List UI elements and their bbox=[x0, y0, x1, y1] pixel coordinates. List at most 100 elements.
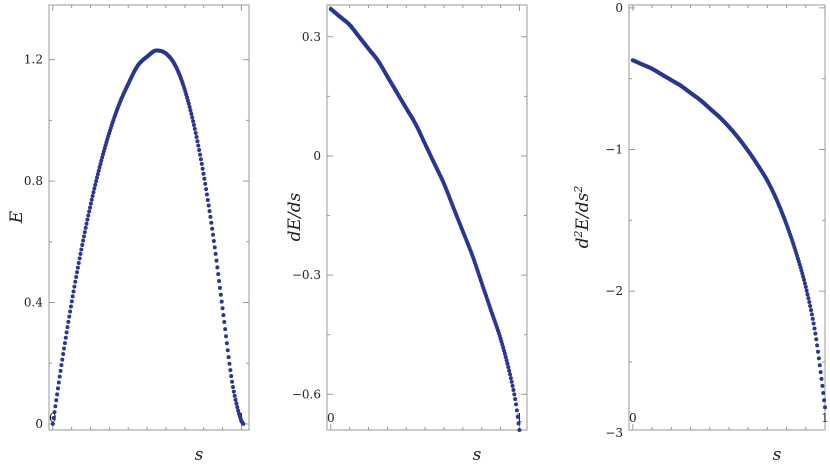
data-point bbox=[514, 408, 519, 413]
y-tick-label: 0 bbox=[615, 1, 623, 15]
data-point bbox=[233, 397, 238, 402]
data-point bbox=[241, 421, 246, 426]
data-point bbox=[214, 258, 219, 263]
data-point bbox=[75, 265, 80, 270]
data-point bbox=[94, 179, 99, 184]
data-point bbox=[818, 370, 823, 375]
data-point bbox=[804, 288, 809, 293]
data-point bbox=[56, 380, 61, 385]
data-point bbox=[803, 284, 808, 289]
data-point bbox=[55, 386, 60, 391]
data-point bbox=[100, 155, 105, 160]
data-point bbox=[505, 361, 510, 366]
y-tick-label: 0.3 bbox=[302, 30, 321, 44]
data-point bbox=[68, 309, 73, 314]
data-point bbox=[63, 335, 68, 340]
data-point bbox=[99, 158, 104, 163]
data-point bbox=[800, 271, 805, 276]
data-point bbox=[511, 387, 516, 392]
data-point bbox=[81, 234, 86, 239]
y-tick-label: −0.6 bbox=[292, 387, 321, 401]
data-point bbox=[809, 308, 814, 313]
data-point bbox=[512, 392, 517, 397]
data-point bbox=[515, 414, 520, 419]
data-point bbox=[195, 139, 200, 144]
data-point bbox=[807, 299, 812, 304]
data-point bbox=[61, 352, 66, 357]
y-axis-title: d2E/ds2 bbox=[572, 186, 594, 249]
x-tick-label: 1 bbox=[516, 411, 524, 425]
plot-frame bbox=[326, 4, 528, 431]
data-point bbox=[87, 209, 92, 214]
x-tick-label: 0 bbox=[327, 411, 335, 425]
data-point bbox=[84, 221, 89, 226]
data-point bbox=[83, 225, 88, 230]
data-point bbox=[64, 330, 69, 335]
data-point bbox=[204, 192, 209, 197]
data-point bbox=[219, 299, 224, 304]
data-point bbox=[211, 232, 216, 237]
data-point bbox=[811, 321, 816, 326]
data-point bbox=[231, 389, 236, 394]
data-point bbox=[51, 416, 56, 421]
data-point bbox=[205, 197, 210, 202]
data-point bbox=[812, 326, 817, 331]
data-point bbox=[93, 182, 98, 187]
data-point bbox=[802, 277, 807, 282]
data-point bbox=[201, 171, 206, 176]
y-tick-label: 1.2 bbox=[24, 53, 43, 67]
y-tick-label: −3 bbox=[605, 426, 623, 440]
data-point bbox=[80, 243, 85, 248]
data-point bbox=[52, 410, 57, 415]
data-point bbox=[236, 408, 241, 413]
data-point bbox=[823, 405, 827, 410]
y-axis-title: dE/ds bbox=[285, 192, 305, 241]
data-point bbox=[50, 421, 55, 426]
data-point bbox=[502, 351, 507, 356]
data-point bbox=[822, 398, 827, 403]
data-point bbox=[820, 383, 825, 388]
data-point bbox=[206, 203, 211, 208]
data-point bbox=[73, 279, 78, 284]
y-tick-label: 0 bbox=[313, 149, 321, 163]
data-point bbox=[801, 274, 806, 279]
data-point bbox=[500, 342, 505, 347]
data-point bbox=[816, 349, 821, 354]
x-tick-label: 1 bbox=[821, 411, 829, 425]
data-point bbox=[816, 356, 821, 361]
data-point bbox=[200, 166, 205, 171]
data-point bbox=[510, 383, 515, 388]
data-point bbox=[507, 368, 512, 373]
data-point bbox=[86, 213, 91, 218]
data-point bbox=[821, 391, 826, 396]
data-point bbox=[216, 272, 221, 277]
data-point bbox=[53, 404, 58, 409]
data-point bbox=[85, 217, 90, 222]
data-point bbox=[503, 354, 508, 359]
data-point bbox=[799, 268, 804, 273]
data-point bbox=[78, 251, 83, 256]
x-axis-title: s bbox=[773, 445, 782, 465]
data-point bbox=[202, 176, 207, 181]
data-point bbox=[55, 392, 60, 397]
data-point bbox=[210, 226, 215, 231]
data-point bbox=[223, 327, 228, 332]
data-point bbox=[504, 358, 509, 363]
data-point bbox=[217, 279, 222, 284]
data-point bbox=[808, 303, 813, 308]
data-point bbox=[191, 123, 196, 128]
panel-de-ds: 0.3 0 −0.3 −0.6 0 1 s dE/ds bbox=[285, 4, 528, 465]
data-point bbox=[189, 111, 194, 116]
panel-d2e-ds2: 0 −1 −2 −3 0 1 s d2E/ds2 bbox=[572, 1, 829, 465]
y-tick-label: −2 bbox=[605, 284, 623, 298]
data-point bbox=[185, 98, 190, 103]
data-point bbox=[190, 115, 195, 120]
data-point bbox=[62, 341, 67, 346]
data-point bbox=[77, 256, 82, 261]
data-point bbox=[817, 363, 822, 368]
data-point bbox=[82, 230, 87, 235]
data-point bbox=[215, 265, 220, 270]
plot-frame bbox=[628, 4, 826, 431]
data-point bbox=[230, 384, 235, 389]
